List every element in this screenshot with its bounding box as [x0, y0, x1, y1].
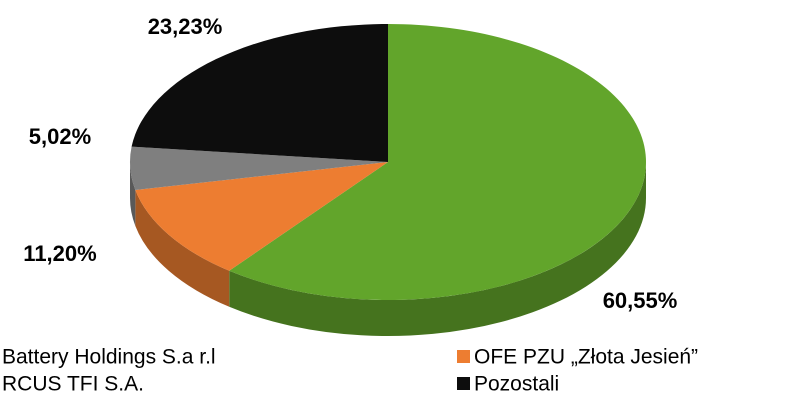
legend-swatch: [457, 350, 470, 363]
legend-label: Battery Holdings S.a r.l: [2, 346, 216, 369]
legend-label: Pozostali: [474, 373, 559, 396]
slice: [229, 24, 646, 300]
legend-label: OFE PZU „Złota Jesień”: [474, 346, 698, 369]
slice: [130, 146, 389, 190]
slice-side: [135, 189, 230, 307]
value-label: 23,23%: [148, 14, 223, 39]
legend-label: RCUS TFI S.A.: [2, 373, 144, 396]
legend-swatch: [457, 377, 470, 390]
value-label: 11,20%: [23, 241, 96, 266]
slice-side: [229, 162, 646, 336]
slice: [131, 23, 388, 162]
slice: [135, 162, 388, 271]
slice-side: [130, 162, 136, 226]
value-label: 5,02%: [29, 124, 91, 149]
value-label: 60,55%: [603, 288, 678, 313]
